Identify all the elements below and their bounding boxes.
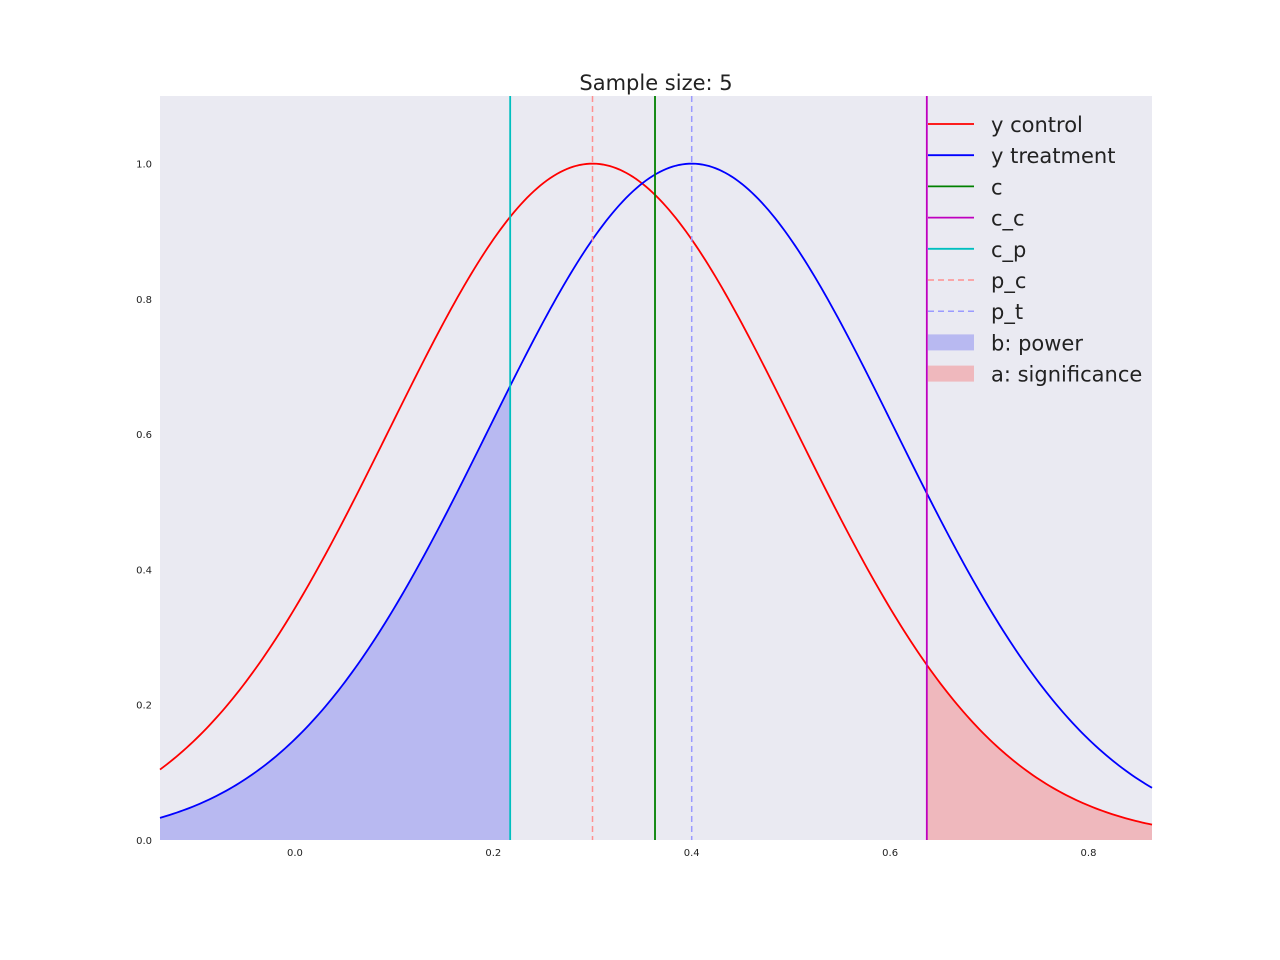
legend-label-c-c: c_c xyxy=(991,207,1025,232)
fill-a-significance xyxy=(926,664,1152,840)
legend-label-y-control: y control xyxy=(991,113,1083,137)
y-tick-label: 0.2 xyxy=(136,701,152,712)
y-tick-label: 0.0 xyxy=(136,836,152,847)
y-tick-label: 0.6 xyxy=(136,430,152,441)
y-tick-label: 1.0 xyxy=(136,160,152,171)
y-tick-label: 0.8 xyxy=(136,295,152,306)
x-tick-label: 0.8 xyxy=(1081,848,1097,859)
curve-y-treatment xyxy=(159,162,1153,819)
x-tick-label: 0.0 xyxy=(287,848,303,859)
legend-label-p-c: p_c xyxy=(991,269,1026,294)
legend-swatch-a-significance xyxy=(928,365,974,382)
legend-swatch-b-power xyxy=(928,334,974,351)
y-tick-label: 0.4 xyxy=(136,565,152,576)
legend-label-c: c xyxy=(991,175,1003,199)
legend: y control y treatment c c_c c_p p_c p_t b: powe… xyxy=(928,113,1142,387)
x-tick-label: 0.6 xyxy=(882,848,898,859)
chart-title: Sample size: 5 xyxy=(579,71,732,95)
legend-label-c-p: c_p xyxy=(991,238,1026,263)
x-tick-label: 0.4 xyxy=(684,848,700,859)
legend-label-a-significance: a: significance xyxy=(991,363,1142,387)
curve-y-control xyxy=(159,162,1153,826)
legend-label-p-t: p_t xyxy=(991,300,1023,325)
fill-b-power xyxy=(160,385,511,840)
x-tick-label: 0.2 xyxy=(485,848,501,859)
legend-label-b-power: b: power xyxy=(991,331,1083,355)
legend-label-y-treatment: y treatment xyxy=(991,144,1115,168)
